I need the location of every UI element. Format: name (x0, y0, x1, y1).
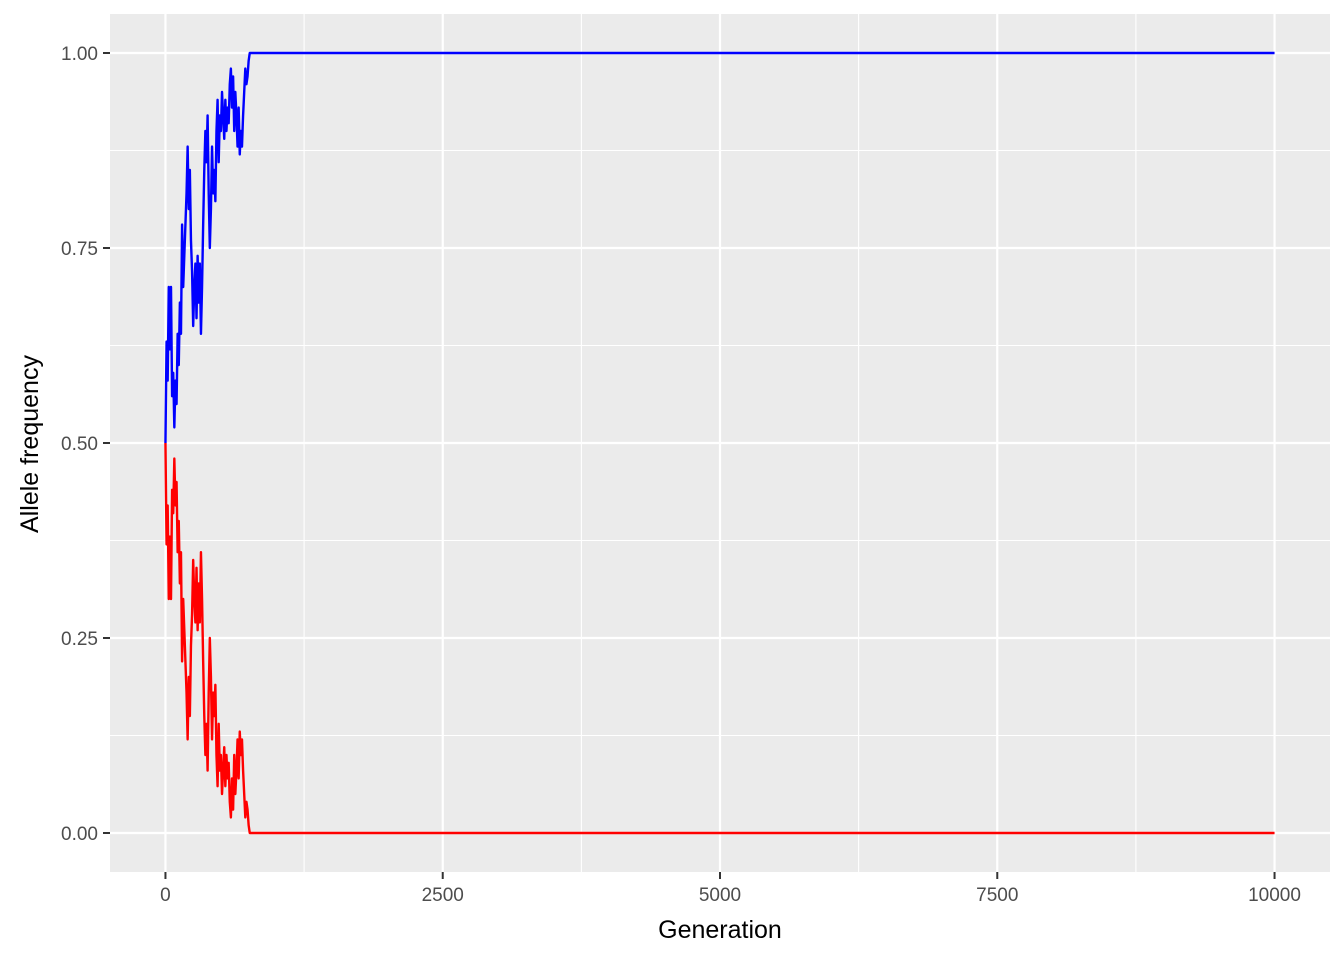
series-layer (164, 51, 1275, 835)
y-tick-label: 0.75 (61, 239, 98, 260)
y-axis: 0.00 0.25 0.50 0.75 1.00 (61, 44, 110, 845)
y-tick-label: 1.00 (61, 44, 98, 65)
y-tick-label: 0.50 (61, 434, 98, 455)
x-axis-title: Generation (658, 916, 782, 944)
x-tick-label: 2500 (422, 885, 464, 906)
x-tick-label: 10000 (1248, 885, 1301, 906)
series-line-1 (164, 51, 1275, 444)
x-tick-label: 7500 (976, 885, 1018, 906)
y-tick-label: 0.25 (61, 629, 98, 650)
y-axis-title: Allele frequency (16, 355, 44, 533)
series-line-2 (164, 442, 1275, 835)
y-tick-label: 0.00 (61, 824, 98, 845)
x-tick-label: 5000 (699, 885, 741, 906)
x-tick-label: 0 (160, 885, 171, 906)
x-axis: 0 2500 5000 7500 10000 (160, 872, 1301, 906)
